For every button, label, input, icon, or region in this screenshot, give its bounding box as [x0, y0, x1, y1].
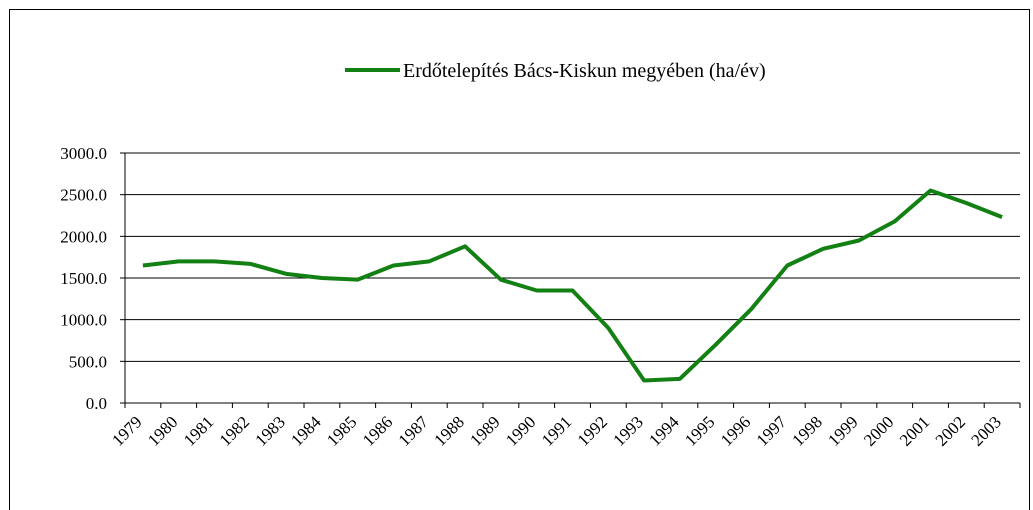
x-tick-label: 1999	[824, 412, 861, 449]
data-line	[142, 188, 1003, 383]
y-tick-label: 2500.0	[60, 186, 107, 205]
x-tick-label: 1987	[395, 412, 433, 450]
x-tick-label: 1986	[359, 412, 396, 449]
x-tick-label: 1982	[216, 412, 253, 449]
x-tick-label: 2003	[967, 412, 1004, 449]
legend-label: Erdőtelepítés Bács-Kiskun megyében (ha/é…	[403, 60, 766, 82]
x-tick-label: 1989	[466, 412, 503, 449]
x-tick-label: 2000	[860, 412, 897, 449]
x-tick-label: 1983	[251, 412, 288, 449]
x-tick-label: 2001	[896, 412, 933, 449]
x-tick-label: 1988	[430, 412, 467, 449]
x-tick-label: 1991	[538, 412, 575, 449]
x-tick-label: 1984	[287, 412, 325, 450]
y-tick-label: 500.0	[69, 352, 107, 371]
x-tick-label: 1992	[574, 412, 611, 449]
x-tick-label: 1990	[502, 412, 539, 449]
y-tick-label: 2000.0	[60, 227, 107, 246]
x-tick-label: 1994	[645, 412, 683, 450]
y-tick-label: 1000.0	[60, 311, 107, 330]
x-tick-label: 1979	[108, 412, 145, 449]
x-tick-label: 2002	[932, 412, 969, 449]
chart-frame	[9, 9, 1030, 510]
x-tick-label: 1996	[717, 412, 754, 449]
x-tick-label: 1985	[323, 412, 360, 449]
x-tick-label: 1981	[180, 412, 217, 449]
x-tick-label: 1997	[753, 412, 791, 450]
y-tick-label: 1500.0	[60, 269, 107, 288]
x-tick-label: 1980	[144, 412, 181, 449]
y-tick-label: 0.0	[86, 394, 107, 413]
x-tick-label: 1995	[681, 412, 718, 449]
x-tick-label: 1998	[788, 412, 825, 449]
x-tick-label: 1993	[609, 412, 646, 449]
y-tick-label: 3000.0	[60, 144, 107, 163]
